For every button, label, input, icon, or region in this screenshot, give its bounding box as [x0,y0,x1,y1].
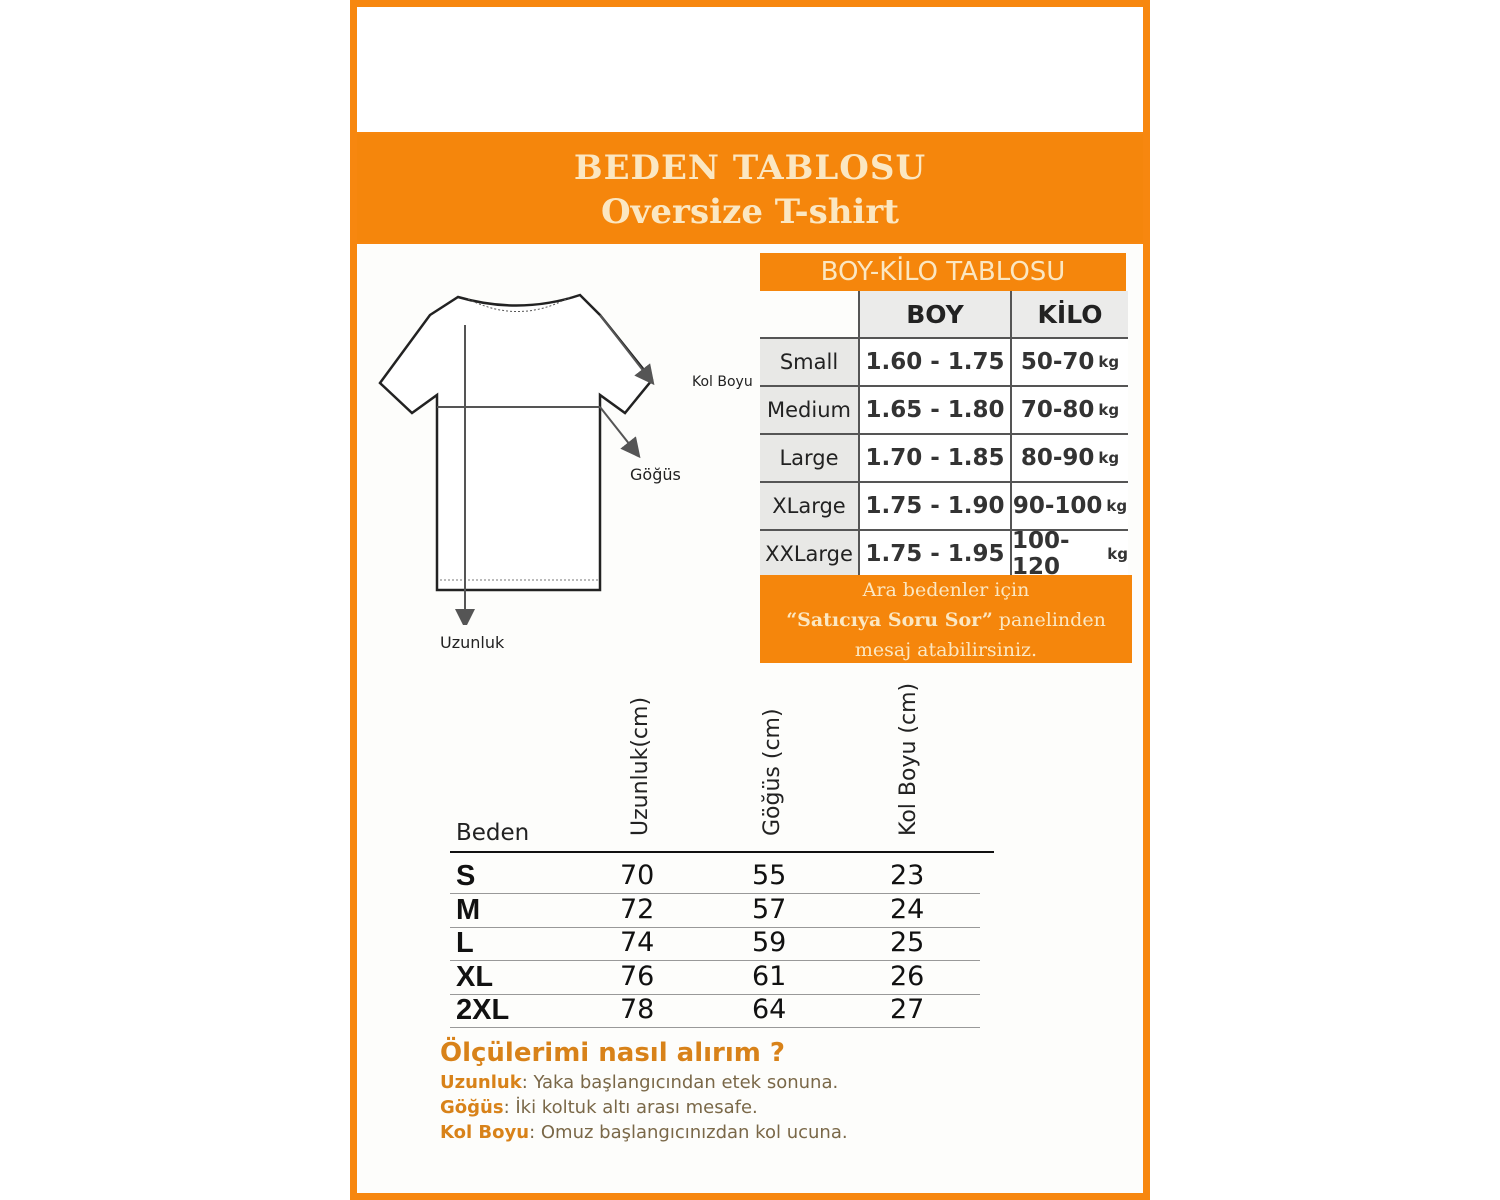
kilo-cell: 90-100 kg [1012,483,1128,529]
size-code: M [456,893,481,926]
kilo-cell: 100-120 kg [1012,528,1128,580]
cell-value: 61 [752,960,787,992]
cell-value: 64 [752,994,787,1025]
boy-value: 1.65 - 1.80 [860,387,1010,433]
kilo-unit: kg [1098,401,1120,419]
boy-value: 1.75 - 1.90 [860,483,1010,529]
kilo-value: 70-80 [1020,397,1095,423]
how-to-item: Göğüs: İki koltuk altı arası mesafe. [440,1097,848,1118]
size-table: Beden Uzunluk(cm) Göğüs (cm) Kol Boyu (c… [430,670,1010,1030]
size-label: Medium [760,387,858,433]
label-gogus: Göğüs [630,465,681,484]
header-boy: BOY [860,291,1010,337]
kilo-cell: 70-80 kg [1012,387,1128,433]
tshirt-diagram-icon [378,293,655,625]
term: Uzunluk [440,1072,522,1093]
table-row: S 70 55 23 [450,860,980,894]
kilo-cell: 80-90 kg [1012,435,1128,481]
how-to-item: Uzunluk: Yaka başlangıcından etek sonuna… [440,1072,848,1093]
label-uzunluk: Uzunluk [440,633,505,652]
table-row: XL 76 61 26 [450,961,980,995]
how-to-title: Ölçülerimi nasıl alırım ? [440,1038,786,1068]
header-uzunluk: Uzunluk(cm) [628,696,653,836]
cell-value: 59 [752,927,787,958]
size-label: XXLarge [760,531,858,577]
cell-value: 24 [890,893,925,925]
header-gogus: Göğüs (cm) [760,708,785,836]
kilo-unit: kg [1107,545,1128,563]
header-kilo: KİLO [1012,291,1128,337]
table-row: L 74 59 25 [450,927,980,961]
size-code: S [456,860,476,892]
header-beden: Beden [456,820,530,846]
table-row: 2XL 78 64 27 [450,994,980,1028]
kilo-value: 80-90 [1020,445,1095,471]
table-row: M 72 57 24 [450,894,980,928]
cell-value: 70 [620,860,655,891]
empty-corner [760,291,858,337]
size-label: Large [760,435,858,481]
header-kol-boyu: Kol Boyu (cm) [896,682,921,836]
note-rest: panelinden [992,609,1106,631]
note-line-2: “Satıcıya Soru Sor” panelinden [760,605,1132,635]
header-divider [450,851,994,853]
term: Göğüs [440,1097,504,1118]
kilo-unit: kg [1106,497,1128,515]
kilo-unit: kg [1098,353,1120,371]
cell-value: 25 [890,927,925,958]
blank-top-area [357,7,1143,132]
kilo-value: 50-70 [1020,349,1095,375]
boy-value: 1.60 - 1.75 [860,339,1010,385]
cell-value: 26 [890,960,925,992]
boy-kilo-title: BOY-KİLO TABLOSU [760,253,1126,291]
boy-value: 1.75 - 1.95 [860,531,1010,577]
cell-value: 23 [890,860,925,891]
cell-value: 78 [620,994,655,1025]
description: : İki koltuk altı arası mesafe. [503,1097,758,1118]
title-band: BEDEN TABLOSU Oversize T-shirt [357,134,1143,242]
label-kol-boyu: Kol Boyu [692,374,753,390]
cell-value: 74 [620,927,655,958]
note-line-3: mesaj atabilirsiniz. [854,639,1038,661]
description: : Omuz başlangıcınızdan kol ucuna. [529,1122,848,1143]
cell-value: 27 [890,994,925,1025]
cell-value: 55 [752,860,787,891]
term: Kol Boyu [440,1122,530,1143]
cell-value: 72 [620,893,655,925]
size-code: XL [456,960,494,993]
note-bold: “Satıcıya Soru Sor” [786,609,993,631]
boy-value: 1.70 - 1.85 [860,435,1010,481]
size-label: XLarge [760,483,858,529]
info-note: Ara bedenler için “Satıcıya Soru Sor” pa… [760,575,1132,663]
cell-value: 76 [620,960,655,992]
kilo-value: 100-120 [1012,528,1070,580]
how-to-measure: Ölçülerimi nasıl alırım ? Uzunluk: Yaka … [440,1038,848,1143]
note-line-1: Ara bedenler için [862,579,1030,601]
kilo-value: 90-100 [1012,493,1103,519]
kilo-unit: kg [1098,449,1120,467]
kilo-cell: 50-70 kg [1012,339,1128,385]
size-label: Small [760,339,858,385]
cell-value: 57 [752,893,787,925]
page-subtitle: Oversize T-shirt [601,192,899,232]
size-code: 2XL [456,994,510,1026]
how-to-item: Kol Boyu: Omuz başlangıcınızdan kol ucun… [440,1122,848,1143]
page-title: BEDEN TABLOSU [573,148,927,188]
size-code: L [456,927,474,959]
description: : Yaka başlangıcından etek sonuna. [521,1072,839,1093]
